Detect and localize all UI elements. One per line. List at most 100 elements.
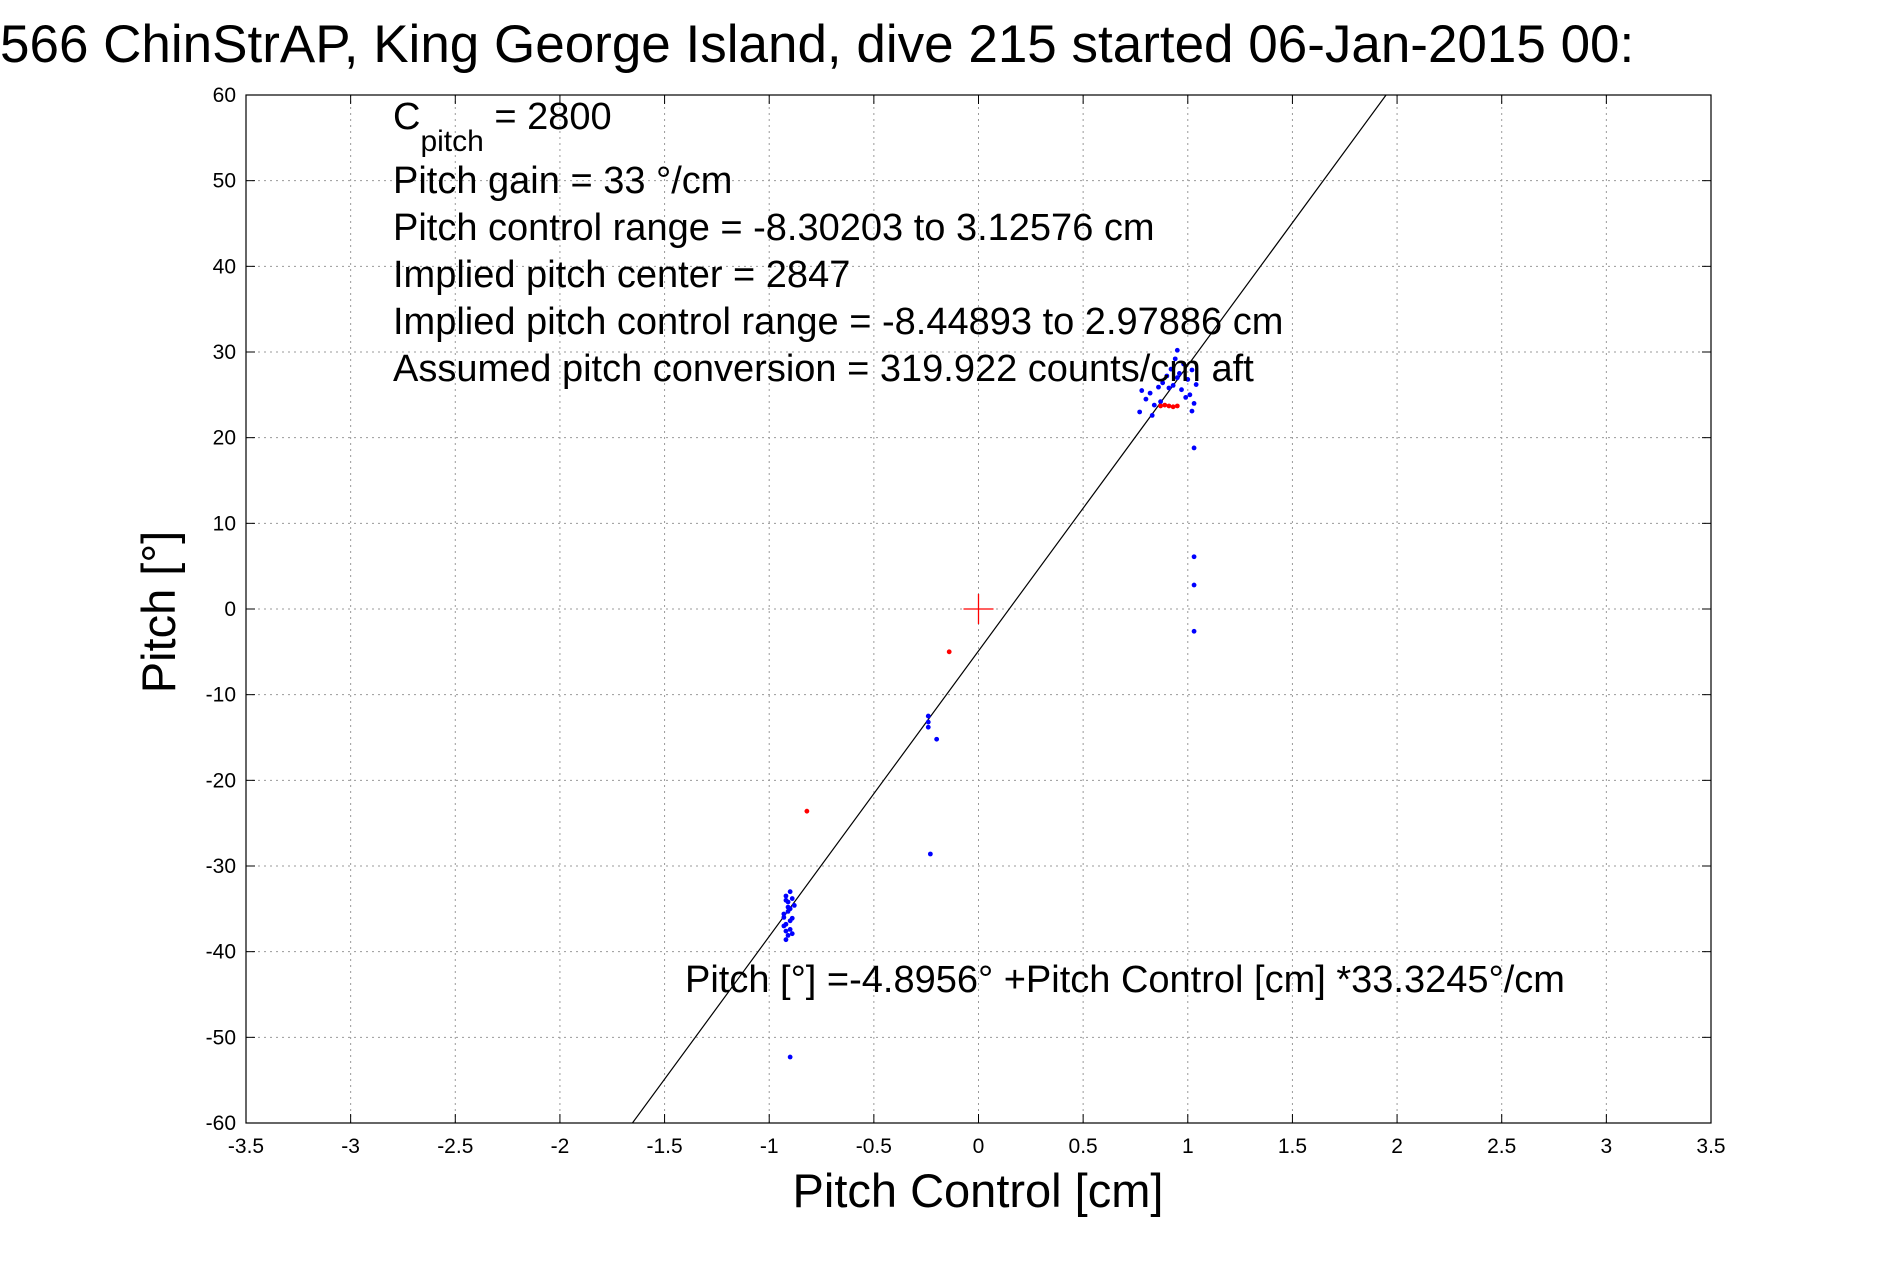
x-tick-label: -1.5	[646, 1135, 682, 1158]
x-tick-label: -2	[551, 1135, 570, 1158]
axis-ticks: -3.5 -3 -2.5 -2 -1.5 -1 -0.5 0 0.5 1 1.5 2 2.5 3 3.5 60…	[206, 84, 1726, 1158]
data-point	[1160, 380, 1166, 386]
data-point	[1191, 554, 1197, 560]
data-point	[1179, 387, 1184, 393]
data-point	[787, 1054, 793, 1060]
annotation-c-pitch-value: = 2800	[484, 96, 612, 138]
data-points	[781, 347, 1199, 1060]
x-tick-label: 0	[973, 1135, 985, 1158]
data-point	[1162, 402, 1168, 408]
annotation-pitch-control-range: Pitch control range = -8.30203 to 3.1257…	[393, 207, 1155, 249]
x-tick-label: 2.5	[1487, 1135, 1516, 1158]
data-point	[789, 931, 795, 937]
data-point	[1174, 403, 1180, 409]
x-tick-label: -1	[760, 1135, 779, 1158]
data-point	[783, 937, 789, 943]
x-tick-label: -0.5	[856, 1135, 892, 1158]
y-tick-label: 40	[213, 255, 236, 278]
data-point	[783, 893, 789, 899]
annotation-pitch-gain: Pitch gain = 33 °/cm	[393, 160, 732, 202]
x-tick-label: 3	[1601, 1135, 1613, 1158]
data-point	[804, 808, 810, 814]
data-point	[1151, 402, 1157, 408]
x-tick-label: 1	[1182, 1135, 1194, 1158]
data-point	[1149, 412, 1155, 418]
data-point	[1174, 375, 1180, 381]
y-tick-label: 0	[224, 598, 236, 621]
data-point	[927, 851, 933, 857]
x-tick-label: 1.5	[1278, 1135, 1307, 1158]
data-point	[1170, 383, 1176, 388]
x-axis-title: Pitch Control [cm]	[793, 1164, 1164, 1217]
fit-line-layer	[631, 94, 1387, 1124]
data-point	[925, 713, 931, 719]
data-point	[1156, 384, 1161, 390]
data-point	[787, 918, 793, 924]
data-point	[934, 736, 940, 742]
x-tick-label: -3	[341, 1135, 360, 1158]
data-point	[1189, 367, 1195, 373]
annotation-fit-equation: Pitch [°] =-4.8956° +Pitch Control [cm] …	[685, 959, 1565, 1001]
data-point	[1187, 392, 1193, 398]
annotation-implied-pitch-control-range: Implied pitch control range = -8.44893 t…	[393, 301, 1283, 343]
data-point	[785, 909, 791, 914]
y-tick-label: -40	[206, 941, 236, 964]
y-tick-label: 10	[213, 512, 236, 535]
figure-title: 566 ChinStrAP, King George Island, dive …	[0, 15, 1634, 74]
data-point	[781, 923, 787, 929]
y-tick-label: -50	[206, 1026, 236, 1049]
data-point	[925, 719, 931, 725]
data-point	[1181, 361, 1186, 367]
data-point	[785, 932, 791, 938]
data-point	[1158, 403, 1163, 409]
data-point	[1139, 388, 1145, 393]
y-tick-label: 20	[213, 427, 236, 450]
y-tick-label: -10	[206, 684, 236, 707]
data-point	[1147, 390, 1153, 396]
data-point	[783, 928, 789, 934]
annotation-c-pitch-sub: pitch	[420, 125, 483, 158]
data-point	[925, 724, 931, 730]
x-tick-label: -3.5	[228, 1135, 264, 1158]
y-axis-title: Pitch [°]	[132, 531, 185, 693]
x-tick-label: 2	[1391, 1135, 1403, 1158]
data-point	[781, 911, 787, 917]
fit-line	[631, 94, 1387, 1124]
annotation-c-pitch: Cpitch = 2800	[393, 96, 612, 158]
data-point	[1172, 356, 1178, 362]
x-tick-label: 3.5	[1696, 1135, 1725, 1158]
data-point	[1174, 347, 1180, 353]
data-point	[1158, 399, 1163, 405]
data-point	[1166, 403, 1172, 409]
data-point	[791, 903, 797, 908]
x-tick-label: 0.5	[1069, 1135, 1098, 1158]
data-point	[787, 926, 793, 932]
data-point	[1177, 371, 1182, 376]
data-point	[785, 904, 791, 910]
data-point	[946, 649, 952, 655]
data-point	[1143, 396, 1149, 402]
data-point	[1185, 377, 1191, 382]
data-point	[1191, 445, 1197, 451]
data-point	[1189, 408, 1195, 414]
data-point	[1137, 409, 1143, 415]
data-point	[781, 915, 787, 920]
data-point	[1164, 373, 1170, 379]
y-tick-label: 60	[213, 84, 236, 107]
y-tick-label: -30	[206, 855, 236, 878]
annotation-assumed-pitch-conversion: Assumed pitch conversion = 319.922 count…	[393, 348, 1254, 390]
y-tick-label: 30	[213, 341, 236, 364]
data-point	[787, 889, 793, 895]
data-point	[783, 897, 789, 903]
data-point	[1193, 382, 1199, 387]
data-point	[789, 896, 795, 901]
x-tick-label: -2.5	[437, 1135, 473, 1158]
data-point	[1166, 385, 1172, 391]
data-point	[1191, 401, 1197, 406]
data-point	[1170, 404, 1176, 410]
svg-text:Cpitch = 2800: Cpitch = 2800	[393, 96, 612, 158]
data-point	[1168, 366, 1174, 372]
annotation-implied-pitch-center: Implied pitch center = 2847	[393, 254, 850, 296]
